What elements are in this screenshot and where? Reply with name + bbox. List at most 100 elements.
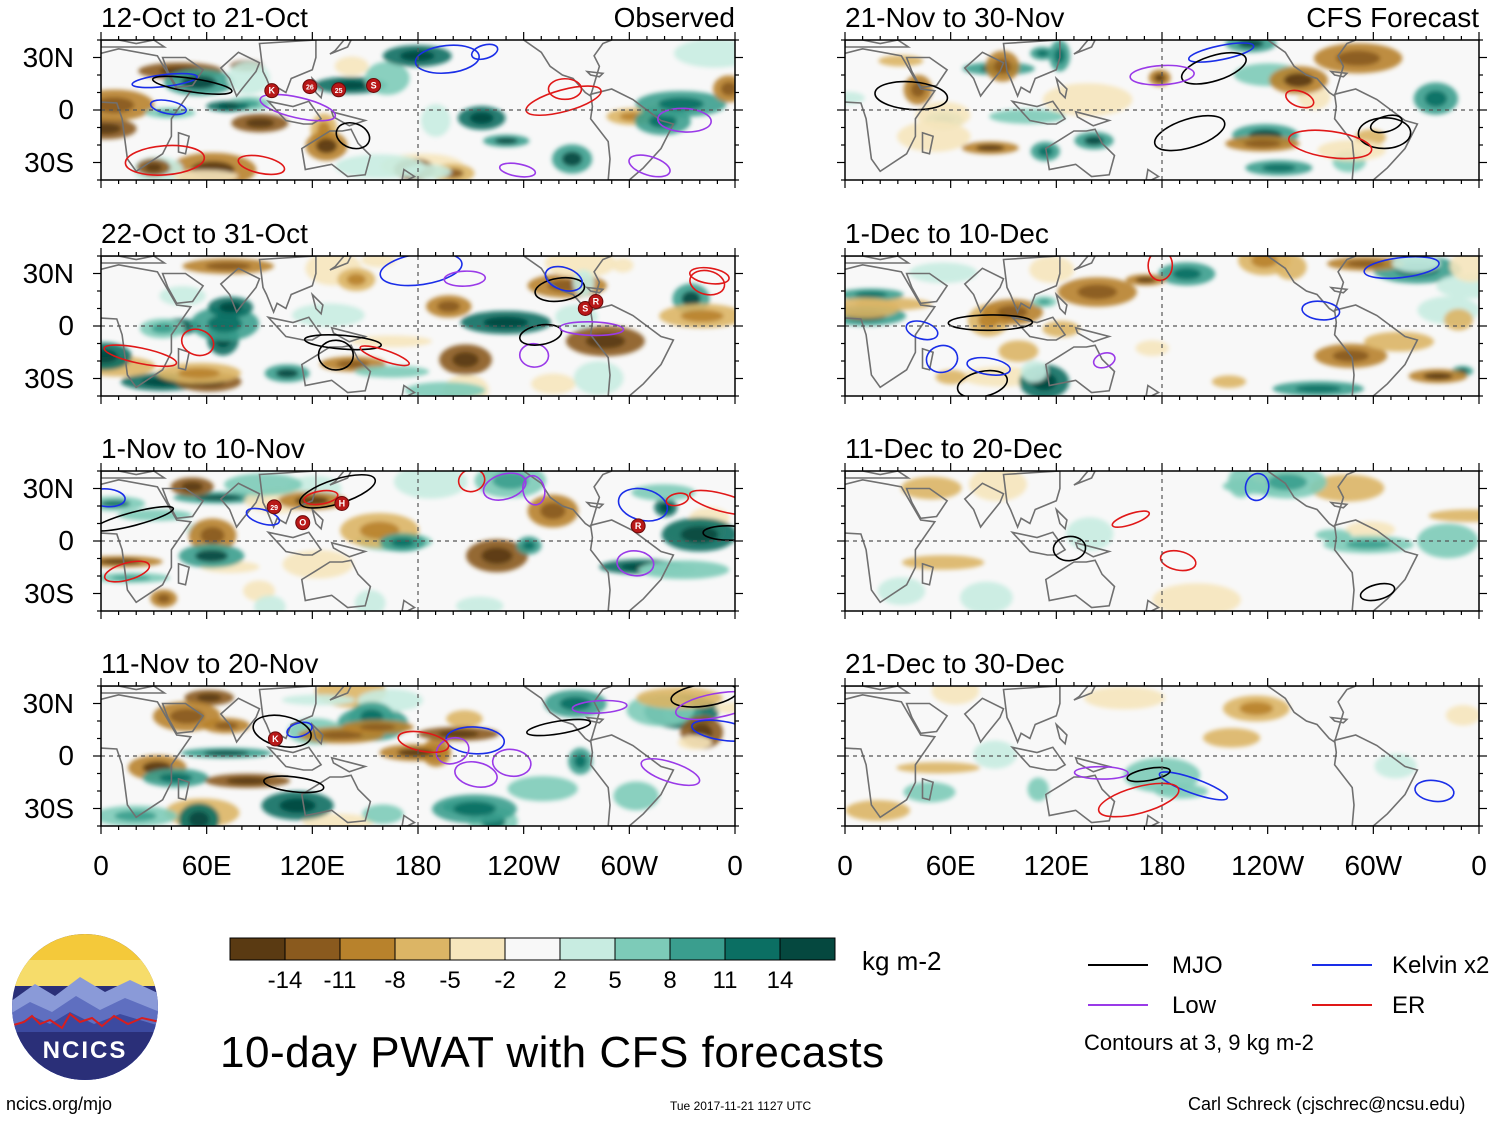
pwat-anomaly-core — [245, 118, 275, 128]
coastline — [1044, 559, 1116, 609]
pwat-anomaly-core — [219, 301, 242, 313]
pwat-anomaly — [1309, 474, 1385, 502]
pwat-anomaly-core — [397, 748, 434, 757]
wave-contour — [571, 699, 628, 715]
pwat-anomaly-core — [1262, 164, 1296, 172]
wave-contour — [491, 748, 532, 778]
pwat-anomaly-core — [196, 693, 222, 702]
pwat-anomaly-core — [562, 151, 583, 167]
colorbar-tick: -2 — [494, 967, 515, 994]
lat-label: 30N — [22, 41, 74, 73]
storm-marker: K — [267, 731, 283, 747]
coastline — [1333, 88, 1419, 180]
coastline — [522, 40, 612, 98]
wave-contours — [252, 686, 735, 794]
wave-contour — [947, 314, 1034, 332]
wave-contour — [691, 719, 735, 742]
coastline — [589, 734, 675, 826]
pwat-anomaly-core — [680, 309, 724, 323]
pwat-anomaly — [402, 164, 452, 180]
pwat-anomaly — [612, 258, 634, 273]
colorbar-swatch — [394, 937, 451, 961]
wave-contour — [525, 85, 602, 117]
coastline — [219, 697, 261, 744]
coastline — [1002, 686, 1061, 745]
pwat-anomaly — [674, 40, 735, 68]
wave-contour — [547, 77, 583, 101]
wave-contour — [359, 345, 410, 367]
pwat-anomaly-core — [188, 811, 210, 826]
pwat-anomaly-core — [101, 558, 142, 565]
pwat-anomaly-core — [200, 526, 225, 545]
coastline — [1073, 40, 1096, 55]
pwat-anomaly-core — [196, 494, 242, 501]
wave-contour — [670, 686, 735, 708]
pwat-anomaly — [1445, 705, 1479, 726]
storm-label: K — [272, 734, 279, 744]
pwat-anomaly-core — [1424, 90, 1447, 107]
axis-ticks — [837, 463, 1487, 619]
lon-label: 120W — [1231, 850, 1305, 881]
coastline — [589, 88, 675, 180]
pwat-anomaly-core — [522, 540, 536, 551]
pwat-anomaly — [715, 702, 735, 714]
wave-contour — [470, 43, 499, 61]
pwat-anomaly — [1211, 375, 1247, 388]
lat-label: 30S — [24, 577, 74, 609]
storm-label: S — [371, 80, 377, 90]
wave-contour — [1180, 51, 1247, 85]
pwat-anomaly-core — [438, 730, 479, 738]
map-panel-p8 — [837, 678, 1487, 834]
logo-text: NCICS — [43, 1037, 128, 1064]
pwat-anomaly — [908, 262, 978, 284]
coastline — [1266, 256, 1356, 314]
ncics-logo: NCICS — [10, 932, 160, 1082]
coastline — [1002, 256, 1061, 315]
timestamp: Tue 2017-11-21 1127 UTC — [670, 1099, 812, 1113]
lon-label: 60E — [181, 850, 232, 881]
wave-contour — [1052, 535, 1087, 562]
wave-contour — [1158, 771, 1229, 801]
pwat-anomaly — [613, 781, 659, 811]
wave-contour — [657, 107, 712, 133]
coastline — [310, 721, 324, 746]
wave-contour — [674, 690, 735, 721]
pwat-anomaly — [227, 61, 270, 95]
coastlines — [101, 471, 675, 611]
lon-label: 120E — [279, 850, 346, 881]
pwat-anomaly-core — [390, 537, 415, 548]
coastline — [1328, 286, 1349, 294]
pwat-anomaly-core — [169, 708, 204, 724]
pwat-anomaly-core — [585, 333, 626, 349]
coastline — [1266, 471, 1356, 529]
coastline — [1074, 110, 1113, 127]
coastline — [300, 128, 372, 178]
colorbar-tick: -8 — [384, 967, 405, 994]
coastline — [330, 756, 369, 773]
pwat-anomaly-core — [1077, 284, 1118, 300]
legend-lines — [1088, 964, 1372, 1006]
pwat-anomaly — [973, 740, 1017, 769]
coastline — [161, 272, 205, 305]
pwat-anomaly-core — [1346, 260, 1386, 268]
pwat-anomaly — [404, 381, 486, 396]
pwat-anomaly-core — [854, 291, 888, 298]
pwat-anomaly-core — [1295, 384, 1342, 393]
panel-period-p2: 22-Oct to 31-Oct — [101, 218, 308, 249]
pwat-anomaly-core — [494, 137, 518, 144]
coastline — [401, 599, 417, 611]
legend-label-low: Low — [1172, 992, 1217, 1019]
wave-contour — [1363, 256, 1440, 280]
wave-contour — [379, 256, 463, 287]
pwat-anomaly — [393, 471, 468, 499]
coastline — [584, 70, 605, 78]
coastline — [300, 559, 372, 609]
coastline — [401, 168, 417, 180]
coastline — [219, 51, 261, 98]
panel-period-p4: 11-Nov to 20-Nov — [101, 648, 319, 679]
pwat-anomaly — [282, 549, 353, 579]
coastline — [101, 693, 193, 819]
colorbar-tick: 14 — [767, 967, 794, 994]
wave-contour — [414, 44, 480, 75]
colorbar-swatch — [614, 937, 671, 961]
